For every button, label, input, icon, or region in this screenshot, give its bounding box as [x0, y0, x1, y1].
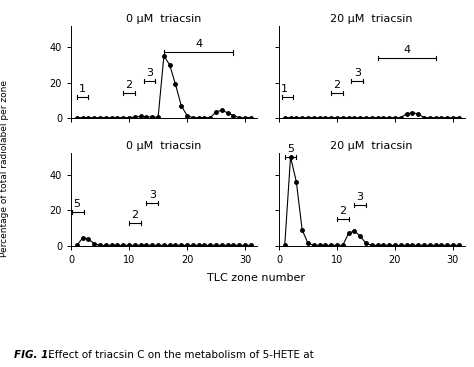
Text: 1: 1: [281, 84, 288, 94]
Text: 3: 3: [149, 190, 156, 200]
Text: Percentage of total radiolabel per zone: Percentage of total radiolabel per zone: [0, 80, 9, 257]
Title: 0 μM  triacsin: 0 μM triacsin: [126, 141, 201, 151]
Text: 3: 3: [354, 68, 361, 78]
Text: 2: 2: [126, 80, 133, 90]
Title: 20 μM  triacsin: 20 μM triacsin: [330, 141, 413, 151]
Text: 4: 4: [403, 45, 410, 55]
Text: FIG. 1.: FIG. 1.: [14, 350, 53, 360]
Text: TLC zone number: TLC zone number: [207, 273, 305, 283]
Text: Effect of triacsin C on the metabolism of 5-HETE at: Effect of triacsin C on the metabolism o…: [45, 350, 314, 360]
Text: 3: 3: [356, 192, 364, 202]
Text: 5: 5: [287, 144, 294, 154]
Title: 20 μM  triacsin: 20 μM triacsin: [330, 14, 413, 23]
Text: 2: 2: [131, 210, 138, 220]
Text: 1: 1: [79, 84, 86, 94]
Text: 5: 5: [73, 199, 81, 209]
Text: 3: 3: [146, 68, 153, 78]
Title: 0 μM  triacsin: 0 μM triacsin: [126, 14, 201, 23]
Text: 2: 2: [333, 80, 340, 90]
Text: 2: 2: [339, 206, 346, 216]
Text: 4: 4: [195, 39, 202, 49]
